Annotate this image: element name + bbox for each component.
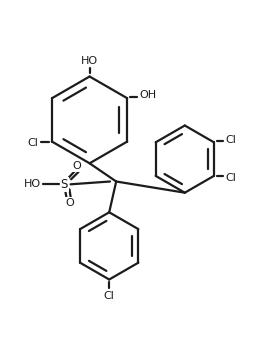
Text: OH: OH <box>140 90 157 101</box>
Text: HO: HO <box>81 56 98 66</box>
Text: Cl: Cl <box>226 135 237 144</box>
Text: O: O <box>73 161 81 171</box>
Text: Cl: Cl <box>28 138 39 148</box>
Text: Cl: Cl <box>104 291 115 301</box>
Text: HO: HO <box>24 179 41 189</box>
Text: Cl: Cl <box>226 173 237 183</box>
Text: O: O <box>65 198 74 208</box>
Text: S: S <box>61 178 68 191</box>
